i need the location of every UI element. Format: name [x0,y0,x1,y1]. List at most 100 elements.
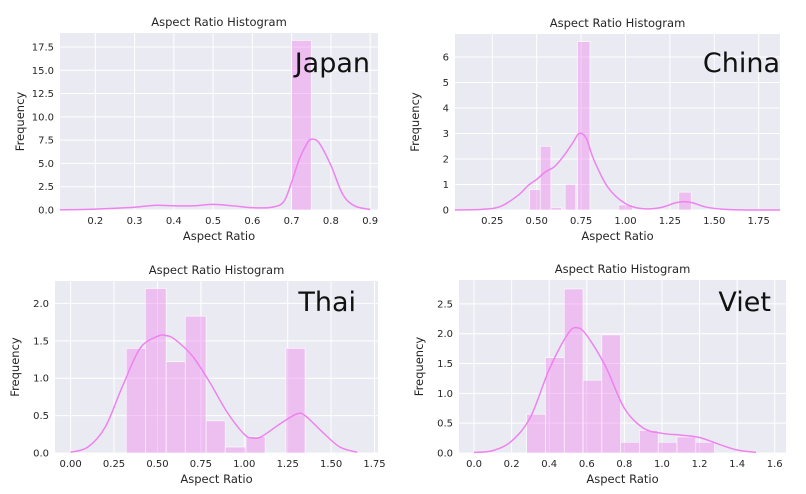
x-tick-label: 1.6 [767,459,783,470]
region-label: Viet [718,287,771,318]
chart-japan: 0.2 0.3 0.4 0.5 0.6 0.7 0.8 0.9 0.0 2.5 5.0 7.5 10.0… [13,15,378,243]
x-tick-label: 0.2 [87,216,103,227]
y-tick-label: 0.0 [33,449,49,460]
histogram-bar [529,189,541,211]
kde-curve [70,334,358,453]
x-axis-label: Aspect Ratio [581,229,653,243]
plot-area [60,33,378,210]
y-tick-label: 4 [443,103,449,114]
histogram-bar [245,436,266,454]
x-tick-label: 0.8 [323,216,339,227]
chart-viet: 0.0 0.2 0.4 0.6 0.8 1.0 1.2 1.4 1.6 0.0 0.5 1.0 1.5 2… [412,262,786,486]
x-tick-label: 0.00 [59,459,81,470]
x-tick-label: 1.4 [729,459,745,470]
x-tick-label: 0.7 [284,216,300,227]
y-tick-label: 5 [443,78,449,89]
y-tick-label: 0.5 [437,419,453,430]
y-tick-label: 2.5 [437,299,453,310]
histogram-bar [125,348,146,454]
histogram-bar [205,420,226,454]
histogram-bar [224,446,247,454]
y-axis-label: Frequency [408,92,422,152]
histogram-bar [577,41,591,211]
y-tick-label: 5.0 [38,159,54,170]
y-tick-label: 6 [443,52,449,63]
y-tick-label: 3 [443,129,449,140]
x-tick-label: 0.50 [526,216,548,227]
x-tick-label: 0.4 [166,216,182,227]
x-tick-label: 0.2 [504,459,520,470]
y-tick-label: 1.5 [33,336,49,347]
x-tick-label: 1.00 [233,459,255,470]
plot-area [55,281,378,453]
y-tick-label: 0.5 [33,411,49,422]
histogram-bar [601,334,621,454]
chart-china: 0.25 0.50 0.75 1.00 1.25 1.50 1.75 0 1 2 3 4 5 6 Aspec… [408,16,781,243]
x-tick-label: 0.25 [481,216,503,227]
histogram-bar [184,315,207,454]
histogram-bar [676,436,697,454]
y-tick-label: 1 [443,180,449,191]
y-tick-label: 7.5 [38,136,54,147]
chart-title: Aspect Ratio Histogram [149,263,285,277]
x-tick-label: 0.75 [570,216,592,227]
plot-area [455,34,780,210]
region-label: China [703,48,780,79]
x-tick-label: 0.0 [466,459,482,470]
region-label: Japan [293,48,370,79]
x-tick-label: 0.6 [244,216,260,227]
histogram-bar [657,441,678,454]
plot-area [459,280,786,453]
kde-curve [59,138,371,211]
y-axis-label: Frequency [13,92,27,152]
chart-title: Aspect Ratio Histogram [555,262,691,276]
y-tick-label: 17.5 [32,42,54,53]
histogram-bar [564,184,577,211]
histogram-bar [582,379,603,454]
y-tick-label: 12.5 [32,89,54,100]
histogram-bar [620,441,640,454]
x-tick-label: 0.8 [616,459,632,470]
y-tick-label: 15.0 [32,66,54,77]
x-tick-label: 0.50 [146,459,168,470]
histogram-bar [639,430,659,454]
x-tick-label: 1.2 [692,459,708,470]
histogram-bar [695,441,715,454]
x-tick-label: 0.6 [579,459,595,470]
x-axis-label: Aspect Ratio [180,472,252,486]
y-axis-label: Frequency [412,337,426,397]
region-label: Thai [297,287,356,318]
histogram-bar [563,288,584,454]
y-tick-label: 2.0 [437,329,453,340]
y-tick-label: 0.0 [437,449,453,460]
chart-title: Aspect Ratio Histogram [151,15,287,29]
y-axis-label: Frequency [8,337,22,397]
x-tick-label: 0.3 [127,216,143,227]
x-axis-label: Aspect Ratio [183,229,255,243]
x-tick-label: 1.25 [277,459,299,470]
y-tick-label: 0.0 [38,206,54,217]
y-tick-label: 2.0 [33,299,49,310]
histogram-bar [165,361,186,454]
x-tick-label: 1.0 [654,459,670,470]
x-tick-label: 0.25 [103,459,125,470]
y-tick-label: 1.0 [33,374,49,385]
histogram-bar [285,348,306,454]
histogram-bar [550,207,562,211]
y-tick-label: 0 [443,206,449,217]
y-tick-label: 1.5 [437,359,453,370]
x-tick-label: 0.4 [541,459,557,470]
chart-title: Aspect Ratio Histogram [550,16,686,30]
x-tick-label: 0.75 [190,459,212,470]
x-tick-label: 1.50 [703,216,725,227]
x-tick-label: 1.75 [748,216,770,227]
x-tick-label: 1.25 [659,216,681,227]
histogram-bar [145,288,167,454]
y-tick-label: 1.0 [437,389,453,400]
x-axis-label: Aspect Ratio [586,472,658,486]
chart-thai: 0.00 0.25 0.50 0.75 1.00 1.25 1.50 1.75 0.0 0.5 1.… [8,263,386,486]
y-tick-label: 2.5 [38,182,54,193]
y-tick-label: 10.0 [32,112,54,123]
y-tick-label: 2 [443,154,449,165]
